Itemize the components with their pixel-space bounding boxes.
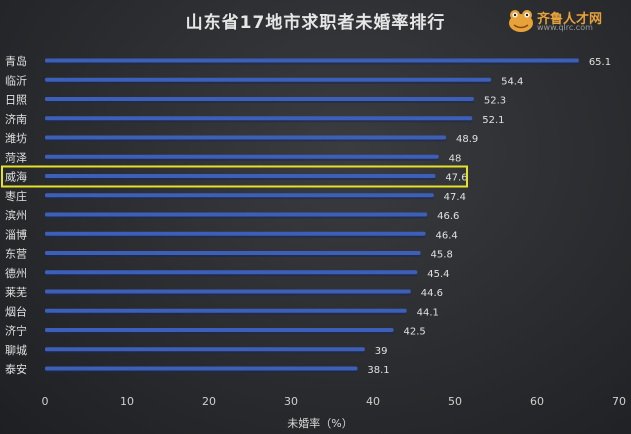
value-label: 46.6 — [437, 211, 459, 222]
bar — [45, 328, 394, 332]
brand-name: 齐鲁人才网 — [537, 12, 603, 27]
category-label: 日照 — [5, 94, 27, 107]
bar — [45, 366, 358, 371]
x-tick-label: 20 — [202, 395, 216, 408]
bar — [45, 58, 579, 63]
value-label: 47.4 — [444, 192, 466, 203]
value-label: 65.1 — [589, 57, 611, 68]
x-axis-label: 未婚率（%） — [287, 416, 352, 430]
bar — [45, 212, 428, 217]
bar — [45, 174, 436, 178]
category-label: 济宁 — [5, 324, 27, 338]
x-tick-label: 30 — [284, 395, 298, 408]
bar — [45, 270, 418, 275]
category-label: 滨州 — [5, 208, 27, 222]
x-tick-label: 10 — [120, 395, 134, 408]
bar — [45, 135, 446, 140]
category-label: 泰安 — [5, 362, 27, 376]
x-tick-label: 70 — [612, 395, 626, 408]
value-label: 44.1 — [417, 307, 439, 318]
bar — [45, 116, 473, 121]
bar — [45, 251, 421, 255]
category-label: 德州 — [5, 266, 27, 280]
category-label: 莱芜 — [5, 285, 27, 299]
bar — [45, 97, 474, 101]
category-label: 菏泽 — [5, 151, 27, 164]
category-label: 淄博 — [5, 228, 27, 241]
bar — [45, 347, 365, 352]
bar — [45, 193, 434, 198]
bar — [45, 231, 426, 236]
value-label: 47.6 — [445, 173, 467, 184]
x-tick-label: 60 — [530, 395, 544, 408]
x-tick-label: 40 — [366, 395, 380, 408]
bar — [45, 77, 492, 82]
bars-layer: 青岛 65.1 临沂 54.4 日照 52.3 济南 52.1 潍坊 48.9 菏泽 48 威海 47.6… — [1, 54, 611, 376]
category-label: 潍坊 — [5, 131, 27, 145]
category-label: 临沂 — [5, 73, 27, 87]
highlight-box — [1, 165, 468, 188]
frog-mascot-icon — [509, 10, 533, 32]
bar — [45, 289, 411, 294]
brand-logo[interactable]: 齐鲁人才网 www.qlrc.com — [507, 6, 625, 36]
value-label: 46.4 — [435, 230, 457, 241]
value-label: 45.8 — [431, 250, 453, 261]
category-label: 青岛 — [5, 54, 27, 68]
value-label: 52.1 — [482, 115, 504, 126]
category-label: 烟台 — [5, 304, 27, 318]
bar — [45, 308, 407, 313]
value-label: 54.4 — [501, 76, 523, 87]
category-label: 枣庄 — [5, 189, 27, 203]
value-label: 48.9 — [456, 134, 478, 145]
value-label: 42.5 — [404, 327, 426, 338]
bar — [45, 154, 439, 159]
value-label: 45.4 — [427, 269, 449, 280]
brand-site: www.qlrc.com — [537, 23, 593, 32]
category-label: 威海 — [5, 170, 27, 184]
x-tick-label: 50 — [448, 395, 462, 408]
category-label: 济南 — [5, 112, 27, 126]
chart-title: 山东省17地市求职者未婚率排行 — [185, 13, 446, 33]
category-label: 聊城 — [5, 343, 27, 357]
value-label: 39 — [375, 346, 388, 357]
value-label: 44.6 — [421, 288, 443, 299]
value-label: 52.3 — [484, 96, 506, 107]
value-label: 38.1 — [367, 365, 389, 376]
x-axis: 0 10 20 30 40 50 60 70 — [42, 395, 627, 408]
x-tick-label: 0 — [42, 395, 49, 408]
value-label: 48 — [449, 153, 462, 164]
category-label: 东营 — [5, 247, 27, 261]
